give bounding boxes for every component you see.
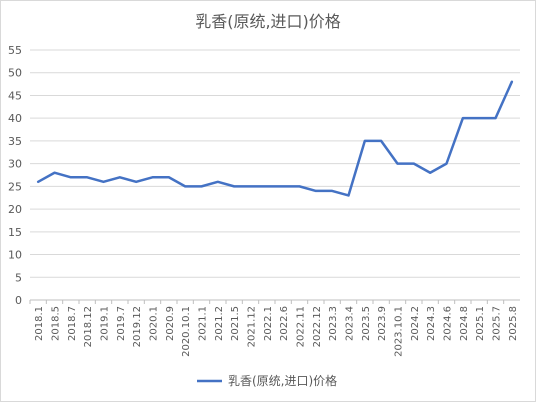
x-tick-label: 2022.1 bbox=[263, 306, 274, 341]
x-tick-label: 2024.6 bbox=[443, 306, 454, 341]
legend: 乳香(原统,进口)价格 bbox=[197, 373, 337, 388]
y-tick-label: 0 bbox=[15, 294, 22, 307]
x-tick-label: 2023.10.1 bbox=[394, 306, 405, 357]
y-tick-label: 45 bbox=[8, 89, 22, 102]
x-tick-label: 2021.12 bbox=[247, 306, 258, 347]
x-tick-label: 2021.1 bbox=[198, 306, 209, 341]
x-tick-label: 2023.4 bbox=[345, 306, 356, 341]
y-tick-label: 5 bbox=[15, 271, 22, 284]
x-tick-label: 2018.12 bbox=[83, 306, 94, 347]
series-line bbox=[36, 80, 514, 197]
chart-title: 乳香(原统,进口)价格 bbox=[195, 12, 341, 31]
x-tick-label: 2024.8 bbox=[459, 306, 470, 341]
series-group bbox=[36, 80, 514, 197]
x-tick-label: 2018.7 bbox=[67, 306, 78, 341]
x-tick-label: 2019.7 bbox=[116, 306, 127, 341]
x-tick-label: 2022.11 bbox=[296, 306, 307, 347]
x-tick-label: 2021.2 bbox=[214, 306, 225, 341]
x-tick-label: 2025.7 bbox=[492, 306, 503, 341]
x-tick-label: 2024.2 bbox=[410, 306, 421, 341]
x-tick-label: 2020.9 bbox=[165, 306, 176, 341]
x-tick-label: 2022.12 bbox=[312, 306, 323, 347]
y-tick-label: 25 bbox=[8, 180, 22, 193]
y-tick-label: 20 bbox=[8, 203, 22, 216]
x-tick-label: 2022.6 bbox=[279, 306, 290, 341]
y-tick-label: 10 bbox=[8, 249, 22, 262]
legend-label: 乳香(原统,进口)价格 bbox=[228, 373, 337, 388]
x-tick-label: 2019.12 bbox=[132, 306, 143, 347]
y-tick-label: 15 bbox=[8, 226, 22, 239]
y-axis: 0 5 10 15 20 25 30 35 40 45 50 55 bbox=[8, 44, 22, 307]
grid bbox=[30, 49, 520, 301]
y-tick-label: 35 bbox=[8, 135, 22, 148]
x-axis: 2018.1 2018.5 2018.7 2018.12 2019.1 2019.7 201… bbox=[29, 300, 519, 357]
x-tick-label: 2023.5 bbox=[361, 306, 372, 341]
x-tick-label: 2024.3 bbox=[426, 306, 437, 341]
x-tick-label: 2021.5 bbox=[230, 306, 241, 341]
x-tick-label: 2025.1 bbox=[475, 306, 486, 341]
x-tick-label: 2025.8 bbox=[508, 306, 519, 341]
x-tick-label: 2018.5 bbox=[51, 306, 62, 341]
x-tick-label: 2020.1 bbox=[149, 306, 160, 341]
y-tick-label: 55 bbox=[8, 44, 22, 57]
y-tick-label: 50 bbox=[8, 67, 22, 80]
y-tick-label: 40 bbox=[8, 112, 22, 125]
x-tick-label: 2023.9 bbox=[377, 306, 388, 341]
x-tick-label: 2020.10.1 bbox=[181, 306, 192, 357]
y-tick-label: 30 bbox=[8, 158, 22, 171]
x-tick-label: 2018.1 bbox=[34, 306, 45, 341]
x-tick-label: 2019.1 bbox=[100, 306, 111, 341]
x-tick-label: 2023.3 bbox=[328, 306, 339, 341]
